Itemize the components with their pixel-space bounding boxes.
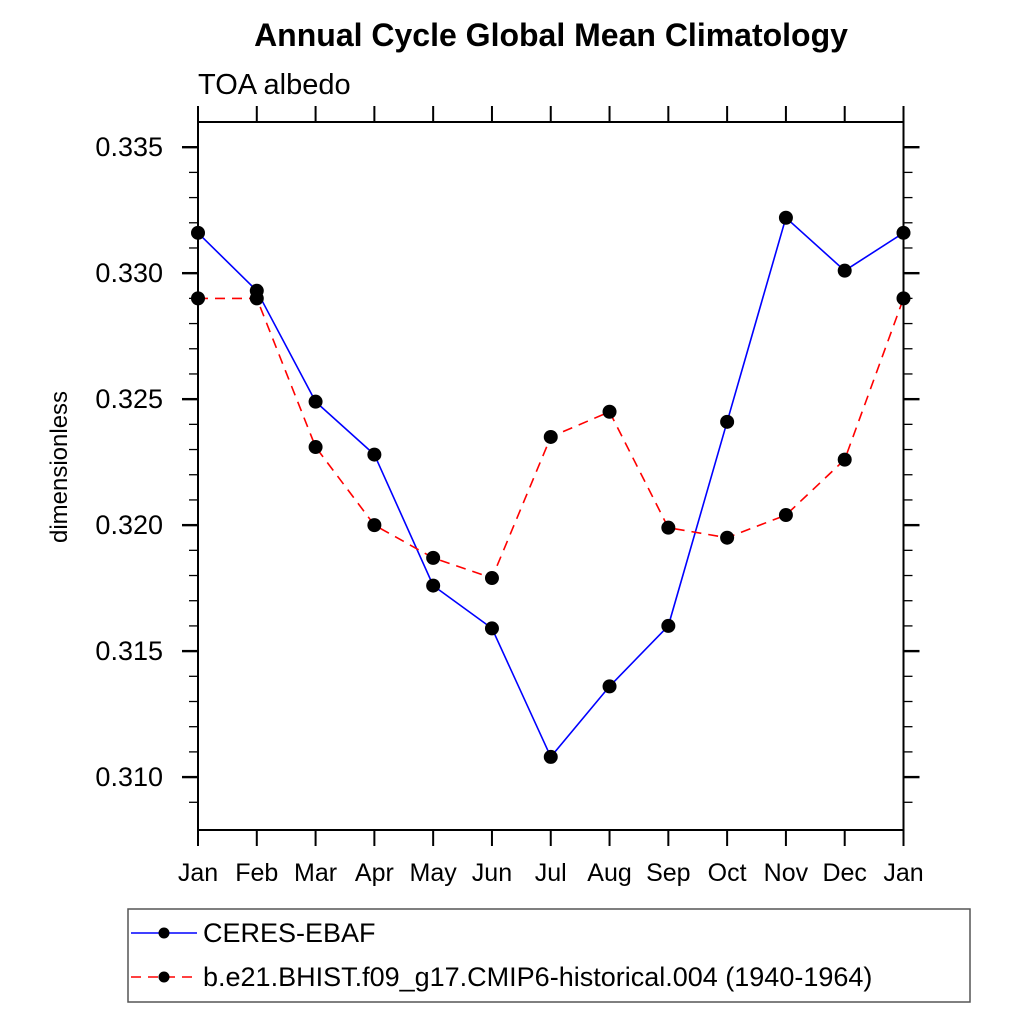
legend-label: b.e21.BHIST.f09_g17.CMIP6-historical.004… <box>203 962 872 992</box>
axis-tick-labels: 0.310 0.315 0.320 0.325 0.330 0.335 Jan Feb Mar A… <box>95 132 923 887</box>
data-point-marker <box>661 520 676 535</box>
data-point-marker <box>837 452 852 467</box>
data-point-markers <box>191 210 911 764</box>
x-tick-label: Nov <box>764 859 809 887</box>
data-point-marker <box>896 225 911 240</box>
data-point-marker <box>191 225 205 240</box>
data-point-marker <box>308 440 323 455</box>
data-point-marker <box>896 291 911 306</box>
x-tick-label: Mar <box>294 859 337 887</box>
x-tick-label: Jan <box>178 859 218 887</box>
x-tick-label: Feb <box>235 859 278 887</box>
chart-subtitle: TOA albedo <box>198 69 351 101</box>
data-point-marker <box>367 518 382 533</box>
data-point-marker <box>367 447 382 462</box>
data-point-marker <box>484 621 499 636</box>
data-point-marker <box>426 578 441 593</box>
data-point-marker <box>778 210 793 225</box>
legend-label: CERES-EBAF <box>203 918 376 948</box>
data-point-marker <box>308 394 323 409</box>
data-point-marker <box>191 291 205 306</box>
legend-marker <box>158 927 170 939</box>
x-tick-label: Jul <box>535 859 567 887</box>
y-tick-label: 0.320 <box>95 510 163 540</box>
chart-title: Annual Cycle Global Mean Climatology <box>254 17 848 53</box>
data-point-marker <box>543 429 558 444</box>
data-point-marker <box>837 263 852 278</box>
x-tick-label: Jun <box>472 859 512 887</box>
y-tick-label: 0.335 <box>95 132 163 162</box>
axis-ticks <box>182 106 920 846</box>
plot-frame <box>197 121 905 831</box>
legend-marker <box>158 971 170 983</box>
data-point-marker <box>543 749 558 764</box>
data-point-marker <box>484 571 499 586</box>
x-tick-label: Jan <box>883 859 923 887</box>
data-point-marker <box>778 508 793 523</box>
y-tick-label: 0.325 <box>95 384 163 414</box>
legend: CERES-EBAF b.e21.BHIST.f09_g17.CMIP6-hist… <box>127 908 971 1003</box>
data-point-marker <box>720 414 735 429</box>
y-tick-label: 0.310 <box>95 762 163 792</box>
data-point-marker <box>661 618 676 633</box>
x-tick-label: Oct <box>708 859 747 887</box>
data-point-marker <box>426 550 441 565</box>
data-point-marker <box>249 291 264 306</box>
y-tick-label: 0.315 <box>95 636 163 666</box>
data-point-marker <box>602 679 617 694</box>
x-tick-label: Sep <box>646 859 690 887</box>
x-tick-label: May <box>410 859 458 887</box>
data-point-marker <box>602 404 617 419</box>
data-point-marker <box>720 530 735 545</box>
y-axis-label: dimensionless <box>46 391 73 543</box>
y-tick-label: 0.330 <box>95 258 163 288</box>
x-tick-label: Apr <box>355 859 394 887</box>
x-tick-label: Dec <box>822 859 866 887</box>
x-tick-label: Aug <box>587 859 631 887</box>
legend-box <box>127 908 971 1003</box>
